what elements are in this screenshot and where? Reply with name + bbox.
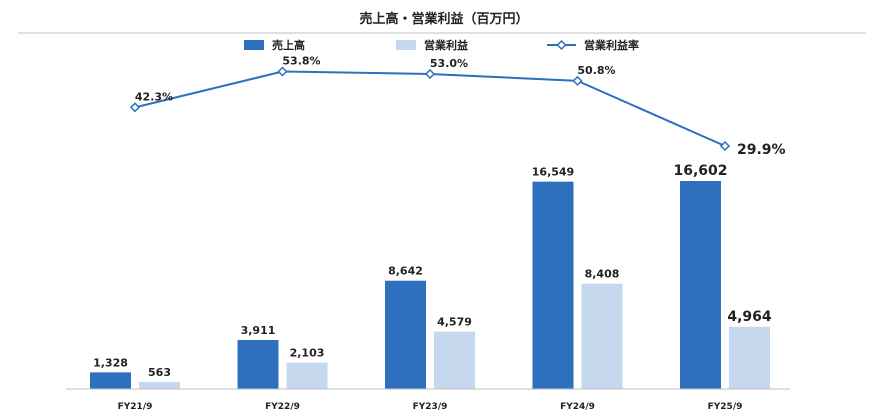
x-tick-label: FY24/9 [560, 402, 595, 412]
legend: 売上高 営業利益 営業利益率 [244, 38, 639, 52]
x-tick-label: FY21/9 [118, 402, 153, 412]
sales-value-label: 16,549 [532, 166, 574, 179]
sales-bar [680, 181, 721, 389]
operating-margin-marker [572, 75, 583, 86]
operating-margin-marker [719, 140, 731, 152]
operating-profit-bar [729, 326, 770, 389]
labels-layer: 1,328 563 FY21/9 3,911 2,103 FY22/9 8,642 4,579… [93, 55, 785, 412]
operating-margin-value-label: 29.9% [737, 142, 786, 158]
operating-margin-marker [129, 102, 141, 113]
sales-value-label: 16,602 [673, 163, 727, 179]
operating-margin-marker [424, 68, 436, 80]
legend-label-operating-margin: 営業利益率 [584, 38, 639, 52]
operating-profit-value-label: 8,408 [585, 268, 620, 281]
sales-bar [90, 372, 131, 389]
operating-margin-value-label: 53.0% [430, 57, 468, 70]
sales-value-label: 1,328 [93, 356, 128, 369]
operating-profit-value-label: 4,579 [437, 316, 472, 329]
operating-margin-line [134, 70, 726, 147]
operating-profit-value-label: 2,103 [290, 347, 325, 360]
sales-bar [385, 280, 426, 389]
operating-margin-value-label: 42.3% [135, 90, 173, 103]
sales-bar [532, 181, 574, 389]
operating-margin-marker [277, 66, 288, 77]
legend-marker-operating-margin [556, 39, 567, 51]
operating-profit-bar [581, 283, 623, 389]
x-tick-label: FY25/9 [708, 402, 743, 412]
operating-profit-value-label: 563 [148, 366, 171, 379]
operating-margin-value-label: 50.8% [577, 64, 615, 77]
operating-margin-value-label: 53.8% [282, 55, 320, 68]
sales-value-label: 3,911 [241, 324, 276, 337]
chart-title: 売上高・営業利益（百万円） [359, 11, 528, 27]
operating-profit-bar [139, 381, 180, 389]
x-tick-label: FY23/9 [413, 402, 448, 412]
x-tick-label: FY22/9 [265, 402, 300, 412]
legend-label-sales: 売上高 [272, 38, 305, 52]
legend-swatch-sales [244, 40, 264, 50]
legend-label-operating-profit: 営業利益 [424, 38, 468, 52]
operating-profit-bar [286, 362, 328, 389]
bars-layer [90, 181, 770, 389]
margin-line-layer [129, 66, 731, 152]
legend-swatch-operating-profit [396, 40, 416, 50]
operating-profit-bar [434, 331, 475, 389]
sales-bar [237, 340, 279, 389]
sales-value-label: 8,642 [388, 265, 423, 278]
operating-profit-value-label: 4,964 [727, 309, 772, 325]
